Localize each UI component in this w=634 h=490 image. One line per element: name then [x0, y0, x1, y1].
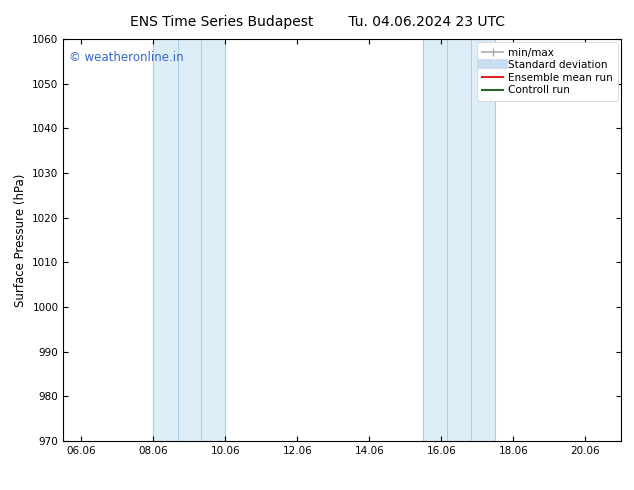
- Bar: [424, 39, 495, 441]
- Text: ENS Time Series Budapest        Tu. 04.06.2024 23 UTC: ENS Time Series Budapest Tu. 04.06.2024 …: [129, 15, 505, 29]
- Legend: min/max, Standard deviation, Ensemble mean run, Controll run: min/max, Standard deviation, Ensemble me…: [477, 42, 618, 100]
- Text: © weatheronline.in: © weatheronline.in: [69, 51, 184, 64]
- Y-axis label: Surface Pressure (hPa): Surface Pressure (hPa): [14, 173, 27, 307]
- Bar: [153, 39, 225, 441]
